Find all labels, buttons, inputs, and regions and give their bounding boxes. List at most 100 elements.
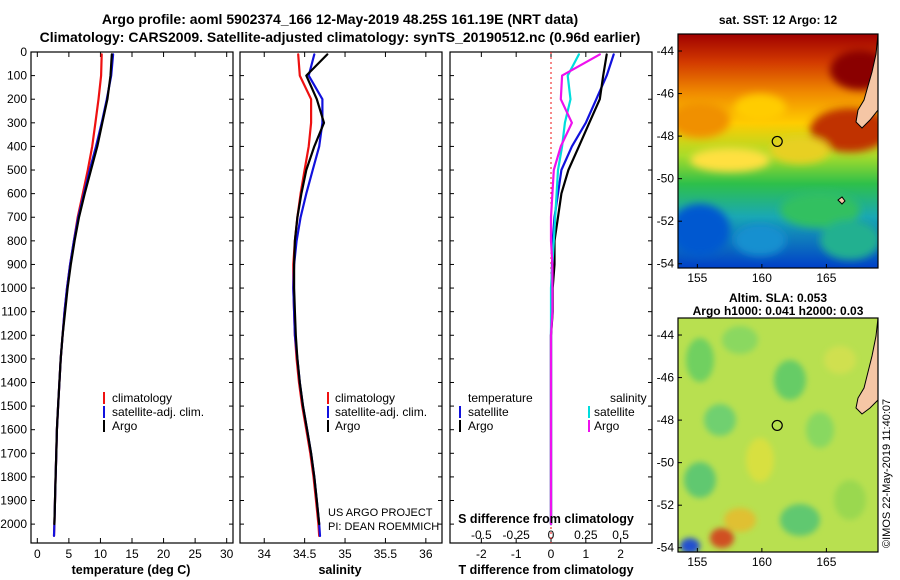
salinity-legend: climatology satellite-adj. clim. Argo — [327, 391, 427, 433]
plot-title-line2: Climatology: CARS2009. Satellite-adjuste… — [39, 29, 641, 45]
y-tick-label: 700 — [7, 210, 27, 224]
y-tick-label: 400 — [7, 139, 27, 153]
y-tick-label: 2000 — [0, 517, 27, 531]
s-tick-label: -0.5 — [471, 528, 492, 542]
legend-t-argo-label: Argo — [468, 419, 494, 433]
y-tick-label: 800 — [7, 234, 27, 248]
t-difference-xlabel: T difference from climatology — [458, 563, 633, 577]
series-satellite-adj-clim- — [292, 53, 324, 538]
sla-map-ticks: 155 160 165 -44 -46 -48 -50 -52 -54 — [657, 328, 837, 569]
x-tick-label: 1 — [582, 547, 589, 561]
x-tick-label: 0 — [34, 547, 41, 561]
y-tick-label: 900 — [7, 257, 27, 271]
series-t-argo — [549, 53, 608, 526]
legend-t-satellite-label: satellite — [468, 405, 509, 419]
x-tick-label: 36 — [419, 547, 433, 561]
sst-map-frame — [677, 33, 879, 269]
y-tick-label: 1300 — [0, 352, 27, 366]
y-tick-label: 1900 — [0, 494, 27, 508]
map-y-tick-label: -44 — [657, 328, 675, 342]
series-s-argo — [549, 53, 601, 526]
imos-timestamp: ©IMOS 22-May-2019 11:40:07 — [881, 399, 893, 548]
map-y-tick-label: -48 — [657, 413, 675, 427]
legend-climatology-label: climatology — [112, 391, 172, 405]
map-y-tick-label: -46 — [657, 87, 675, 101]
series-climatology — [292, 53, 321, 538]
y-tick-label: 1000 — [0, 281, 27, 295]
land-mass — [855, 318, 878, 415]
s-tick-label: 0 — [548, 528, 555, 542]
sst-map-ticks: 155 160 165 -44 -46 -48 -50 -52 -54 — [657, 44, 837, 285]
y-tick-label: 200 — [7, 92, 27, 106]
x-tick-label: 34.5 — [293, 547, 317, 561]
map-y-tick-label: -54 — [657, 257, 675, 271]
series-satellite-adj-clim- — [52, 53, 115, 538]
series-t-satellite — [549, 53, 615, 526]
sla-map-title: Altim. SLA: 0.053 — [729, 291, 827, 305]
legend-salinity-heading: salinity — [610, 391, 647, 405]
x-tick-label: 20 — [157, 547, 171, 561]
map-x-tick-label: 165 — [816, 555, 836, 569]
map-y-tick-label: -44 — [657, 44, 675, 58]
temperature-xlabel: temperature (deg C) — [72, 563, 191, 577]
map-y-tick-label: -46 — [657, 371, 675, 385]
y-tick-label: 1700 — [0, 446, 27, 460]
map-y-tick-label: -50 — [657, 456, 675, 470]
map-y-tick-label: -52 — [657, 214, 675, 228]
x-tick-label: 35.5 — [374, 547, 398, 561]
legend-s-argo-label: Argo — [594, 419, 620, 433]
x-tick-label: 34 — [258, 547, 272, 561]
legend-temperature-heading: temperature — [468, 391, 533, 405]
y-tick-label: 1600 — [0, 423, 27, 437]
map-y-tick-label: -54 — [657, 541, 675, 555]
legend-satellite-label: satellite-adj. clim. — [335, 405, 427, 419]
sla-map-subtitle: Argo h1000: 0.041 h2000: 0.03 — [693, 304, 864, 318]
map-x-tick-label: 160 — [752, 555, 772, 569]
land-mass — [855, 34, 878, 129]
sst-map-title: sat. SST: 12 Argo: 12 — [719, 13, 838, 27]
sst-argo-marker — [771, 135, 783, 148]
difference-legend: temperature satellite Argo salinity sate… — [459, 391, 647, 433]
map-x-tick-label: 155 — [687, 271, 707, 285]
y-tick-label: 600 — [7, 187, 27, 201]
map-y-tick-label: -48 — [657, 129, 675, 143]
x-tick-label: 2 — [617, 547, 624, 561]
sla-argo-marker — [771, 419, 783, 432]
y-tick-label: 500 — [7, 163, 27, 177]
legend-argo-label: Argo — [112, 419, 138, 433]
legend-s-satellite-label: satellite — [594, 405, 635, 419]
s-tick-label: 0.5 — [612, 528, 629, 542]
y-tick-label: 100 — [7, 69, 27, 83]
x-tick-label: -1 — [511, 547, 522, 561]
series-argo — [293, 53, 329, 526]
pi-credit: PI: DEAN ROEMMICH — [328, 521, 439, 533]
sst-map — [678, 34, 878, 268]
legend-climatology-label: climatology — [335, 391, 395, 405]
plot-title-line1: Argo profile: aoml 5902374_166 12-May-20… — [101, 11, 579, 27]
series-argo — [53, 53, 113, 526]
y-tick-label: 1500 — [0, 399, 27, 413]
salinity-plot-frame — [239, 51, 443, 544]
map-x-tick-label: 165 — [816, 271, 836, 285]
y-tick-label: 1400 — [0, 375, 27, 389]
salinity-xlabel: salinity — [318, 563, 361, 577]
temperature-ticks: 0 5 10 15 20 25 300100200300400500600700800900… — [0, 45, 233, 561]
x-tick-label: 5 — [66, 547, 73, 561]
x-tick-label: -2 — [476, 547, 487, 561]
project-credit: US ARGO PROJECT — [328, 507, 433, 519]
temperature-plot-frame — [30, 51, 234, 544]
x-tick-label: 10 — [94, 547, 108, 561]
series-climatology — [52, 53, 103, 538]
x-tick-label: 35 — [338, 547, 352, 561]
legend-argo-label: Argo — [335, 419, 361, 433]
temperature-legend: climatology satellite-adj. clim. Argo — [103, 391, 204, 433]
s-tick-label: -0.25 — [502, 528, 530, 542]
sla-map-frame — [677, 317, 879, 553]
map-y-tick-label: -52 — [657, 498, 675, 512]
y-tick-label: 1800 — [0, 470, 27, 484]
y-tick-label: 0 — [20, 45, 27, 59]
series-s-satellite — [549, 53, 581, 526]
profile-lines — [52, 53, 615, 538]
salinity-ticks: 34 34.5 35 35.5 36 — [240, 51, 442, 561]
